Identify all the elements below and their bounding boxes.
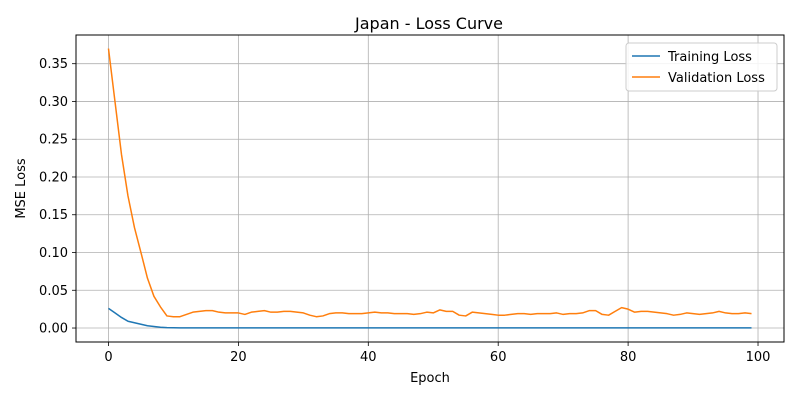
y-tick-label: 0.00	[39, 322, 68, 337]
x-tick-label: 20	[230, 350, 247, 365]
y-tick-label: 0.25	[39, 133, 68, 148]
plot-frame	[75, 34, 785, 343]
x-tick-label: 100	[746, 350, 771, 365]
y-tick-label: 0.15	[39, 208, 68, 223]
chart-title: Japan - Loss Curve	[354, 14, 503, 33]
y-axis-ticks: 0.00 0.05 0.10 0.15 0.20 0.25 0.30 0.35	[39, 57, 76, 337]
legend-box	[625, 42, 778, 92]
series-layer	[107, 48, 752, 329]
y-tick-label: 0.30	[39, 95, 68, 110]
y-tick-label: 0.20	[39, 170, 68, 185]
y-tick-label: 0.05	[39, 284, 68, 299]
y-tick-label: 0.10	[39, 246, 68, 261]
series-line-validation-loss	[107, 48, 752, 318]
legend-label-validation-loss: Validation Loss	[668, 71, 765, 86]
y-axis-label: MSE Loss	[14, 158, 29, 219]
x-tick-label: 80	[620, 350, 637, 365]
x-tick-label: 40	[360, 350, 377, 365]
legend: Training Loss Validation Loss	[625, 42, 778, 92]
y-tick-label: 0.35	[39, 57, 68, 72]
series-line-training-loss	[108, 307, 752, 329]
x-tick-label: 0	[104, 350, 112, 365]
x-axis-label: Epoch	[410, 371, 450, 386]
legend-label-training-loss: Training Loss	[667, 50, 752, 65]
x-axis-ticks: 0 20 40 60 80 100	[104, 342, 770, 365]
x-tick-label: 60	[490, 350, 507, 365]
